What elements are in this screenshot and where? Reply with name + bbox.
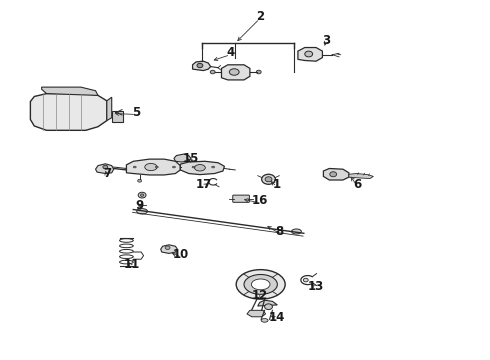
Text: 2: 2 (256, 10, 264, 23)
Ellipse shape (192, 166, 195, 168)
Ellipse shape (137, 209, 147, 214)
Ellipse shape (133, 166, 136, 168)
Ellipse shape (155, 166, 158, 168)
Polygon shape (298, 48, 322, 61)
Ellipse shape (305, 51, 313, 57)
Text: 3: 3 (322, 34, 330, 47)
Text: 8: 8 (275, 225, 283, 238)
Polygon shape (30, 94, 107, 130)
Bar (112, 111, 122, 122)
Polygon shape (221, 65, 250, 80)
Ellipse shape (330, 172, 337, 177)
Text: 1: 1 (273, 178, 281, 191)
Text: 15: 15 (183, 152, 199, 165)
Text: 6: 6 (354, 178, 362, 191)
Ellipse shape (261, 319, 268, 322)
Text: 5: 5 (132, 106, 140, 119)
FancyBboxPatch shape (233, 195, 249, 202)
Text: 16: 16 (251, 194, 268, 207)
Text: 14: 14 (269, 311, 285, 324)
Ellipse shape (265, 304, 272, 310)
Ellipse shape (165, 246, 170, 249)
Polygon shape (247, 310, 266, 317)
Ellipse shape (172, 166, 175, 168)
Polygon shape (107, 97, 112, 121)
Ellipse shape (229, 69, 239, 75)
Ellipse shape (265, 177, 272, 182)
Ellipse shape (103, 165, 108, 169)
Ellipse shape (303, 278, 308, 282)
Text: 17: 17 (195, 178, 212, 191)
Ellipse shape (138, 179, 142, 182)
Polygon shape (349, 174, 373, 179)
Text: 10: 10 (173, 248, 190, 261)
Text: 9: 9 (136, 199, 144, 212)
Polygon shape (126, 159, 180, 175)
Ellipse shape (292, 229, 301, 234)
Ellipse shape (140, 194, 144, 197)
Text: 4: 4 (226, 46, 234, 59)
Ellipse shape (256, 70, 261, 74)
Polygon shape (258, 300, 277, 306)
Ellipse shape (195, 165, 205, 171)
Text: 7: 7 (103, 167, 111, 180)
Polygon shape (161, 245, 177, 253)
Text: 11: 11 (123, 258, 140, 271)
Ellipse shape (138, 192, 146, 198)
Text: 12: 12 (251, 289, 268, 302)
Ellipse shape (212, 166, 215, 168)
Polygon shape (96, 164, 114, 174)
Ellipse shape (236, 270, 285, 299)
Polygon shape (180, 161, 224, 175)
Polygon shape (174, 154, 191, 162)
Ellipse shape (145, 163, 157, 171)
Ellipse shape (210, 70, 215, 74)
Ellipse shape (262, 174, 275, 184)
Text: 13: 13 (308, 280, 324, 293)
Ellipse shape (251, 279, 270, 290)
Polygon shape (42, 87, 98, 95)
Ellipse shape (244, 275, 277, 294)
Polygon shape (193, 61, 211, 71)
Ellipse shape (197, 63, 203, 68)
Polygon shape (323, 168, 349, 180)
